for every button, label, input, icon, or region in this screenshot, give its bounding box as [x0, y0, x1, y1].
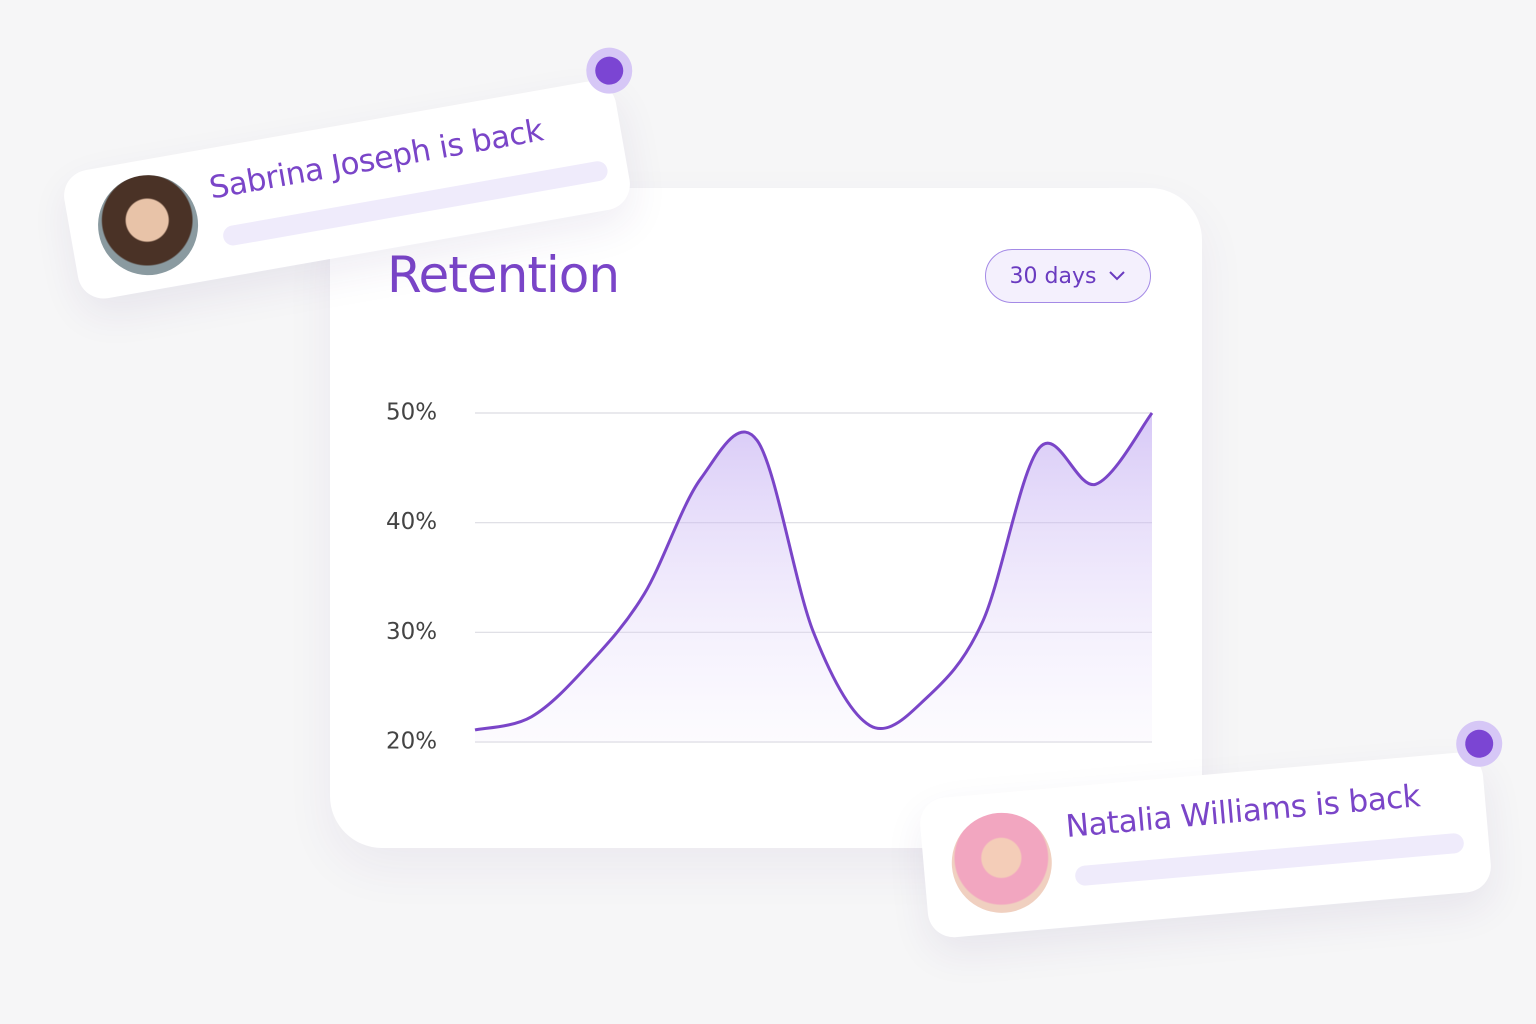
notification-text: Natalia Williams is back: [1064, 778, 1422, 846]
y-tick-label: 40%: [386, 509, 437, 535]
range-button[interactable]: 30 days: [985, 249, 1151, 303]
y-tick-label: 20%: [386, 729, 437, 755]
range-label: 30 days: [1009, 263, 1097, 289]
avatar: [90, 167, 206, 283]
y-tick-label: 30%: [386, 619, 437, 645]
chevron: [1109, 271, 1126, 281]
placeholder-bar: [1074, 832, 1465, 887]
card-title: Retention: [387, 246, 620, 304]
area: [475, 413, 1152, 742]
avatar: [947, 808, 1056, 917]
y-tick-label: 50%: [386, 400, 437, 426]
line: [474, 412, 1154, 732]
